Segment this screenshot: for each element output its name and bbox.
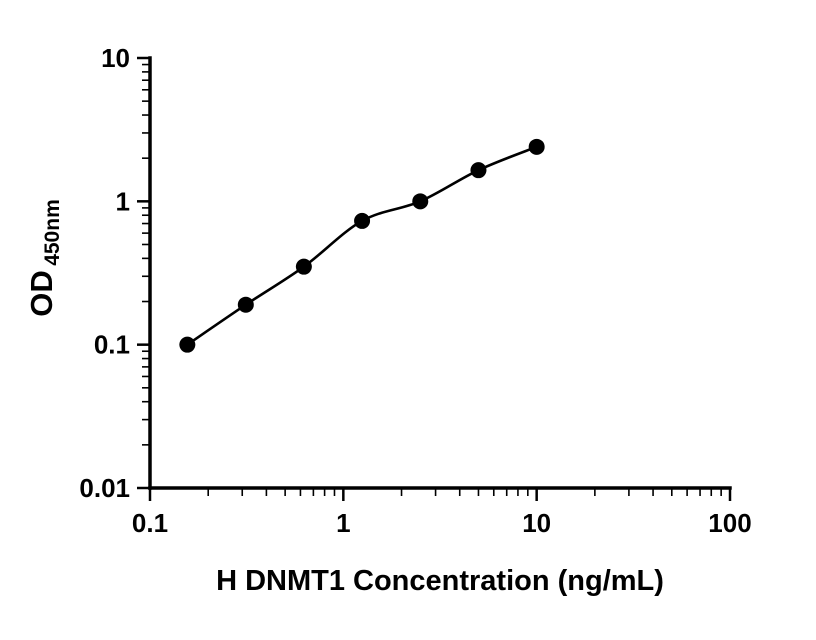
x-axis-title: H DNMT1 Concentration (ng/mL) <box>216 565 664 597</box>
data-point <box>237 296 254 313</box>
x-tick-label: 1 <box>336 508 350 538</box>
x-tick-label: 10 <box>522 508 551 538</box>
y-tick-label: 1 <box>116 186 130 216</box>
data-point <box>470 162 487 179</box>
y-axis-title: OD 450nm <box>24 199 64 317</box>
y-tick-label: 0.1 <box>94 330 130 360</box>
data-point <box>295 258 312 275</box>
data-point <box>528 138 545 155</box>
y-tick-label: 10 <box>101 43 130 73</box>
y-tick-label: 0.01 <box>79 473 130 503</box>
x-tick-label: 0.1 <box>132 508 168 538</box>
y-axis-title-sub: 450nm <box>41 199 64 266</box>
data-point <box>179 336 196 353</box>
fit-curve <box>186 145 538 346</box>
y-axis-title-main: OD <box>24 270 59 317</box>
data-point <box>412 193 429 210</box>
data-point <box>354 212 371 229</box>
x-tick-label: 100 <box>708 508 751 538</box>
